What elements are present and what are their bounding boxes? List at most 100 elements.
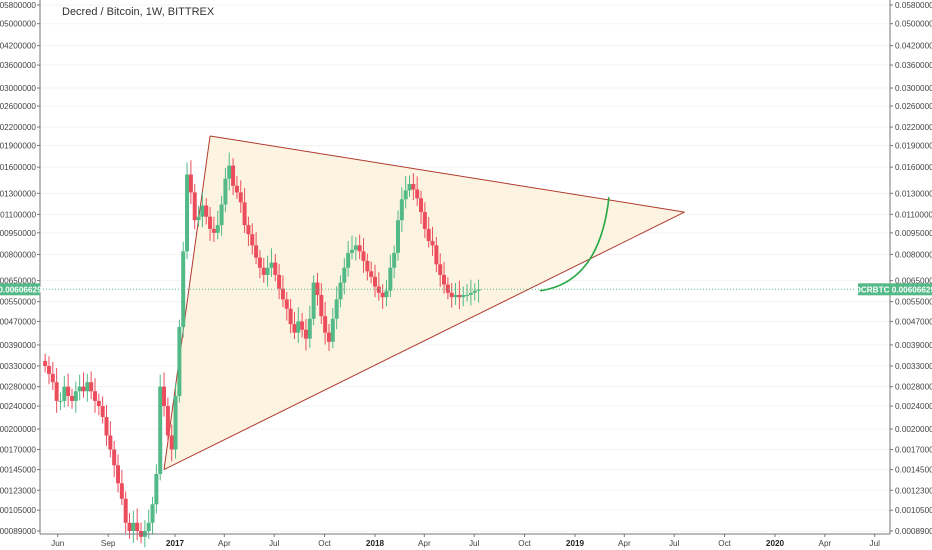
candle-body xyxy=(277,274,282,289)
x-tick-label: Apr xyxy=(618,539,631,548)
y-tick-label: 0.02200000 xyxy=(895,123,932,132)
candle-body xyxy=(442,274,447,285)
candle-body xyxy=(85,382,90,392)
x-tick-label: Jul xyxy=(669,539,680,548)
candle-body xyxy=(146,522,151,531)
drawings xyxy=(539,197,610,292)
candle-body xyxy=(227,165,232,179)
candle-body xyxy=(246,225,251,235)
candle-body xyxy=(353,245,358,250)
y-tick-label: 0.00170000 xyxy=(895,446,932,455)
candle-body xyxy=(177,326,182,396)
candle-body xyxy=(296,321,301,333)
x-tick-label: Jul xyxy=(869,539,880,548)
candle-body xyxy=(173,395,178,450)
candle-body xyxy=(311,282,316,319)
candle-body xyxy=(238,192,243,203)
y-tick-label: 0.01600000 xyxy=(895,163,932,172)
candle-body xyxy=(211,228,216,233)
candle-body xyxy=(89,382,94,392)
y-tick-label: 0.00105000 xyxy=(0,506,36,515)
y-tick-label: 0.05800000 xyxy=(895,1,932,10)
x-tick-label: Jul xyxy=(469,539,480,548)
y-tick-label: 0.01900000 xyxy=(895,142,932,151)
candle-body xyxy=(46,365,51,374)
y-tick-label: 0.00089000 xyxy=(0,527,36,536)
x-tick-label: 2020 xyxy=(766,539,785,548)
candle-body xyxy=(234,185,239,193)
candle-body xyxy=(334,299,339,319)
candle-body xyxy=(315,282,320,295)
candle-body xyxy=(204,205,209,217)
candle-body xyxy=(465,294,470,296)
candle-body xyxy=(265,267,270,275)
y-tick-label: 0.00390000 xyxy=(0,341,36,350)
candle-body xyxy=(123,498,128,523)
y-tick-label: 0.00240000 xyxy=(0,402,36,411)
candle-body xyxy=(376,286,381,293)
candle-body xyxy=(426,228,431,242)
candle-body xyxy=(472,290,477,293)
y-tick-label: 0.05000000 xyxy=(895,20,932,29)
last-price-tag-right xyxy=(858,283,932,296)
candle-body xyxy=(261,267,266,275)
y-tick-label: 0.00200000 xyxy=(0,425,36,434)
y-tick-label: 0.00123000 xyxy=(895,486,932,495)
candle-body xyxy=(50,373,55,383)
triangle-left-edge xyxy=(163,135,211,470)
y-tick-label: 0.00650000 xyxy=(0,277,36,286)
candle-body xyxy=(66,386,71,396)
candle-body xyxy=(449,292,454,298)
chart-title: Decred / Bitcoin, 1W, BITTREX xyxy=(62,6,215,18)
candle-body xyxy=(58,400,63,402)
candle-body xyxy=(250,234,255,246)
candle-body xyxy=(346,252,351,268)
candle-body xyxy=(96,400,101,407)
candle-body xyxy=(461,294,466,298)
candle-body xyxy=(407,183,412,191)
y-tick-label: 0.02200000 xyxy=(0,123,36,132)
y-tick-label: 0.00550000 xyxy=(0,298,36,307)
candle-body xyxy=(215,225,220,233)
y-tick-label: 0.05000000 xyxy=(0,20,36,29)
last-price-label-right: DCRBTC 0.00606629 xyxy=(855,285,932,294)
candle-body xyxy=(338,282,343,300)
candle-body xyxy=(357,245,362,252)
x-tick-label: 2018 xyxy=(366,539,385,548)
y-tick-label: 0.01900000 xyxy=(0,142,36,151)
x-tick-label: Oct xyxy=(518,539,531,548)
y-tick-label: 0.03000000 xyxy=(895,84,932,93)
last-price-tag-left xyxy=(0,283,40,296)
candle-body xyxy=(326,332,331,342)
candle-body xyxy=(396,220,401,253)
y-tick-label: 0.01300000 xyxy=(895,189,932,198)
y-tick-label: 0.00950000 xyxy=(895,229,932,238)
y-tick-label: 0.02600000 xyxy=(0,102,36,111)
candle-body xyxy=(415,189,420,199)
candle-body xyxy=(62,386,67,401)
candle-body xyxy=(54,382,59,401)
candle-body xyxy=(365,260,370,272)
candle-body xyxy=(254,245,259,258)
candle-body xyxy=(361,251,366,261)
candle-body xyxy=(200,205,205,217)
y-tick-label: 0.00123000 xyxy=(0,486,36,495)
candle-body xyxy=(73,391,78,401)
candle-body xyxy=(422,212,427,229)
candle-body xyxy=(116,465,121,484)
candle-body xyxy=(438,264,443,275)
x-tick-label: Sep xyxy=(101,539,116,548)
y-tick-label: 0.01100000 xyxy=(0,210,36,219)
x-tick-label: Apr xyxy=(418,539,431,548)
candle-body xyxy=(280,288,285,300)
candle-body xyxy=(119,483,124,499)
projection-curve xyxy=(539,197,610,292)
y-tick-label: 0.00330000 xyxy=(0,362,36,371)
y-tick-label: 0.00800000 xyxy=(895,250,932,259)
candle-body xyxy=(349,249,354,253)
candle-body xyxy=(169,435,174,450)
candle-body xyxy=(43,361,48,366)
y-tick-label: 0.00470000 xyxy=(0,317,36,326)
candle-body xyxy=(430,241,435,246)
